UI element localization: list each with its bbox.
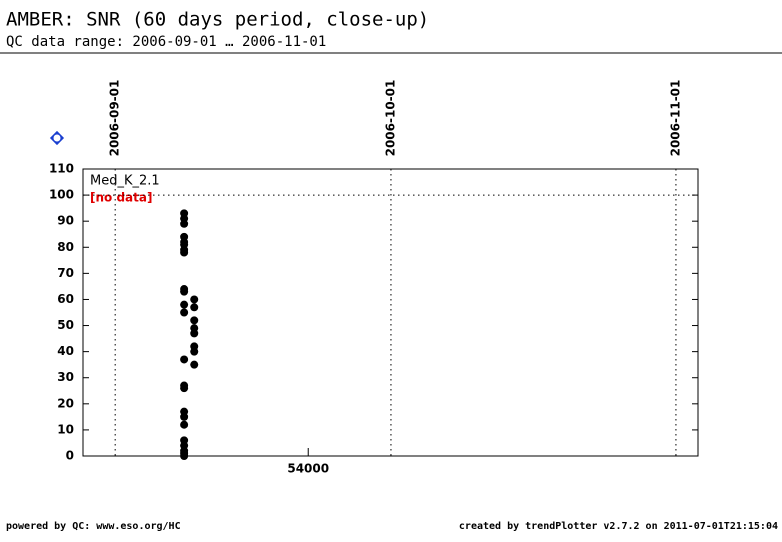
y-tick-label: 40 bbox=[57, 344, 74, 358]
point bbox=[180, 412, 189, 421]
y-tick-label: 30 bbox=[57, 370, 74, 384]
x-tick-label: 54000 bbox=[287, 462, 329, 476]
status-label: [no data] bbox=[90, 191, 152, 205]
footer-right: created by trendPlotter v2.7.2 on 2011-0… bbox=[459, 521, 778, 532]
y-tick-label: 60 bbox=[57, 292, 74, 306]
point bbox=[180, 452, 189, 460]
point bbox=[190, 360, 199, 369]
point bbox=[180, 355, 189, 364]
point bbox=[180, 384, 189, 393]
date-label: 2006-10-01 bbox=[383, 80, 397, 157]
y-tick-label: 70 bbox=[57, 266, 74, 280]
point bbox=[180, 420, 189, 429]
y-tick-label: 20 bbox=[57, 396, 74, 410]
chart-title: AMBER: SNR (60 days period, close-up) bbox=[6, 9, 429, 31]
point bbox=[190, 295, 199, 304]
y-tick-label: 90 bbox=[57, 214, 74, 228]
point bbox=[180, 219, 189, 228]
y-tick-label: 50 bbox=[57, 318, 74, 332]
y-tick-label: 80 bbox=[57, 240, 74, 254]
point bbox=[190, 303, 199, 312]
y-tick-label: 100 bbox=[49, 188, 74, 202]
point bbox=[190, 347, 199, 356]
plot-frame bbox=[82, 168, 699, 457]
date-label: 2006-11-01 bbox=[668, 80, 682, 157]
help-icon[interactable] bbox=[49, 130, 65, 146]
point bbox=[180, 300, 189, 309]
y-tick-label: 110 bbox=[49, 162, 74, 176]
point bbox=[190, 329, 199, 338]
chart-subtitle: QC data range: 2006-09-01 … 2006-11-01 bbox=[6, 34, 326, 50]
point bbox=[190, 316, 199, 325]
point bbox=[180, 308, 189, 317]
footer-left: powered by QC: www.eso.org/HC bbox=[6, 521, 181, 532]
help-dot[interactable] bbox=[53, 134, 61, 142]
y-tick-label: 0 bbox=[66, 449, 74, 463]
point bbox=[180, 287, 189, 296]
y-tick-label: 10 bbox=[57, 422, 74, 436]
panel-label: Med_K_2.1 bbox=[90, 174, 160, 189]
point bbox=[180, 248, 189, 257]
date-label: 2006-09-01 bbox=[108, 80, 122, 157]
